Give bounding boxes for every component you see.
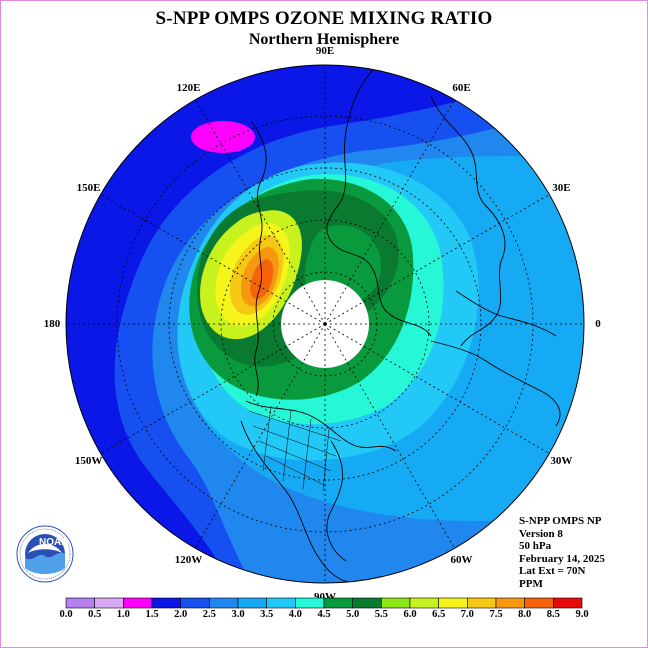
colorbar-cell	[266, 597, 296, 609]
colorbar-tick-label: 3.5	[260, 609, 274, 620]
colorbar-cell	[524, 597, 554, 609]
colorbar-tick-label: 7.0	[460, 609, 474, 620]
colorbar-tick-label: 6.0	[403, 609, 417, 620]
colorbar-cell	[180, 597, 210, 609]
colorbar-tick-label: 0.0	[59, 609, 73, 620]
colorbar-cell	[323, 597, 353, 609]
colorbar-tick-label: 7.5	[489, 609, 503, 620]
colorbar-cell	[237, 597, 267, 609]
longitude-label: 120W	[174, 554, 203, 567]
meridian-line	[324, 323, 550, 454]
colorbar-cell	[553, 597, 583, 609]
colorbar-tick-label: 4.0	[288, 609, 302, 620]
info-version: Version 8	[519, 527, 563, 540]
chart-title: S-NPP OMPS OZONE MIXING RATIO	[155, 8, 493, 29]
colorbar-cell	[467, 597, 497, 609]
colorbar-cell	[123, 597, 153, 609]
colorbar-tick-label: 8.0	[518, 609, 532, 620]
colorbar-tick-label: 4.5	[317, 609, 331, 620]
info-units: PPM	[519, 577, 543, 590]
colorbar-cell	[438, 597, 468, 609]
info-date: February 14, 2025	[519, 552, 605, 565]
logo-text: NOAA	[39, 537, 69, 548]
colorbar-cell	[94, 597, 124, 609]
longitude-label: 30E	[552, 181, 571, 194]
state-borders	[248, 405, 342, 492]
latitude-circle-4	[116, 115, 534, 533]
colorbar-tick-label: 5.0	[346, 609, 360, 620]
longitude-label: 60W	[450, 554, 473, 567]
colorbar-cell	[352, 597, 382, 609]
colorbar-tick-label: 3.0	[231, 609, 245, 620]
field-pink-anomaly	[191, 121, 255, 153]
longitude-label: 180	[43, 318, 61, 330]
noaa-logo	[16, 525, 74, 583]
colorbar-cell	[65, 597, 95, 609]
meridian-line	[324, 323, 455, 549]
colorbar-tick-label: 6.5	[432, 609, 446, 620]
colorbar-cell	[495, 597, 525, 609]
info-pressure: 50 hPa	[519, 540, 552, 552]
map-boundary	[65, 64, 585, 584]
colorbar-tick-label: 5.5	[374, 609, 388, 620]
meridian-line	[100, 194, 326, 325]
colorbar-tick-label: 8.5	[546, 609, 560, 620]
meridian-line	[324, 99, 455, 325]
colorbar-cell	[295, 597, 325, 609]
info-panel: S-NPP OMPS NP Version 8 50 hPa February …	[519, 515, 605, 590]
longitude-label: 90E	[315, 45, 335, 57]
colorbar-tick-label: 1.0	[116, 609, 130, 620]
longitude-label: 60E	[452, 81, 471, 94]
colorbar-cell	[381, 597, 411, 609]
longitude-label: 120E	[176, 81, 201, 94]
meridian-line	[324, 194, 550, 325]
colorbar-tick-label: 2.5	[202, 609, 216, 620]
longitude-label: 30W	[550, 454, 573, 467]
coastlines	[240, 65, 561, 583]
info-lat-extent: Lat Ext = 70N	[519, 565, 586, 577]
colorbar-tick-label: 1.5	[145, 609, 159, 620]
colorbar-cell	[151, 597, 181, 609]
latitude-circle-2	[220, 219, 430, 429]
longitude-label: 150W	[74, 454, 103, 467]
colorbar-tick-label: 0.5	[88, 609, 102, 620]
meridian-line	[195, 323, 326, 549]
graticule	[66, 65, 584, 583]
chart-subtitle: Northern Hemisphere	[248, 31, 400, 48]
colorbar-tick-label: 2.0	[174, 609, 188, 620]
info-instrument: S-NPP OMPS NP	[519, 515, 602, 527]
longitude-label: 0	[595, 318, 601, 330]
colorbar-cell	[409, 597, 439, 609]
meridian-line	[195, 99, 326, 325]
longitude-label: 150E	[76, 181, 101, 194]
meridian-line	[100, 323, 326, 454]
colorbar-tick-label: 9.0	[575, 609, 589, 620]
colorbar-cell	[209, 597, 239, 609]
